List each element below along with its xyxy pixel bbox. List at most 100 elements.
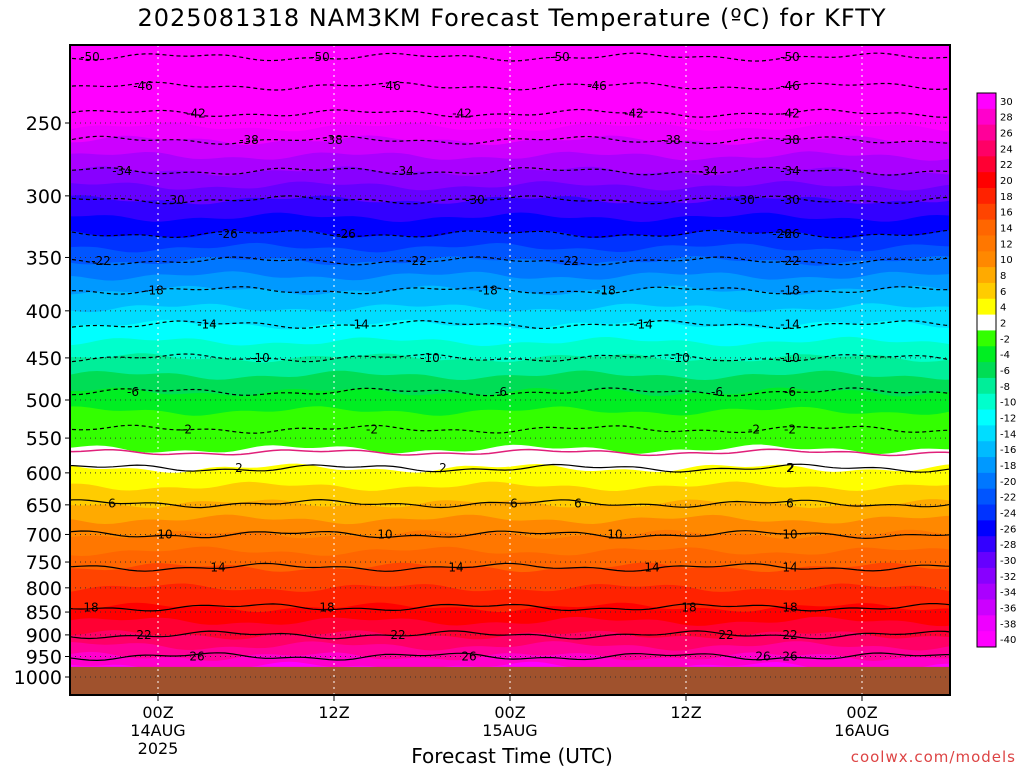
contour-line bbox=[70, 135, 950, 145]
colorbar-swatch bbox=[977, 108, 996, 126]
contour-label: 6 bbox=[786, 497, 794, 511]
colorbar-swatch bbox=[977, 409, 996, 426]
contour-label: 18 bbox=[782, 600, 797, 614]
contour-label: -14 bbox=[349, 318, 369, 332]
contour-label: 10 bbox=[782, 527, 797, 541]
contour-label: 2 bbox=[235, 461, 243, 475]
contour-line bbox=[70, 562, 950, 572]
colorbar-label: 24 bbox=[1000, 144, 1013, 155]
y-tick-label: 650 bbox=[26, 495, 62, 517]
contour-label: -10 bbox=[780, 351, 800, 365]
y-tick-label: 800 bbox=[26, 578, 62, 600]
contour-label: 2 bbox=[786, 461, 794, 475]
contour-label: -46 bbox=[780, 79, 800, 93]
freezing-level-line bbox=[70, 448, 950, 457]
y-tick-label: 350 bbox=[26, 247, 62, 269]
contour-label: -22 bbox=[780, 254, 800, 268]
contour-label: -34 bbox=[780, 164, 800, 178]
contour-label: -46 bbox=[381, 79, 401, 93]
colorbar-label: -36 bbox=[1000, 603, 1016, 614]
contour-label: 22 bbox=[136, 628, 151, 642]
colorbar-swatch bbox=[977, 156, 996, 173]
contour-label: -30 bbox=[735, 193, 755, 207]
contour-label: -34 bbox=[112, 164, 132, 178]
colorbar-label: -22 bbox=[1000, 493, 1016, 504]
colorbar-label: -24 bbox=[1000, 508, 1016, 519]
colorbar-swatch bbox=[977, 251, 996, 268]
colorbar-swatch bbox=[977, 362, 996, 379]
x-tick-label: 12Z bbox=[318, 703, 349, 722]
y-tick-label: 900 bbox=[26, 625, 62, 647]
contour-label: -34 bbox=[394, 164, 414, 178]
colorbar-label: 28 bbox=[1000, 113, 1013, 124]
contour-label: 26 bbox=[782, 650, 797, 664]
x-tick-label: 00Z bbox=[494, 703, 525, 722]
colorbar-swatch bbox=[977, 615, 996, 632]
contour-label: -42 bbox=[780, 106, 800, 120]
contour-label: 14 bbox=[782, 560, 797, 574]
colorbar-label: -8 bbox=[1000, 382, 1010, 393]
contour-line bbox=[70, 498, 950, 509]
contour-label: 2 bbox=[439, 461, 447, 475]
contour-label: -2 bbox=[748, 422, 760, 436]
colorbar-label: -4 bbox=[1000, 350, 1010, 361]
contour-label: -26 bbox=[336, 227, 356, 241]
contour-line bbox=[70, 81, 950, 91]
contour-label: 14 bbox=[644, 560, 659, 574]
colorbar-label: 8 bbox=[1000, 271, 1006, 282]
contour-line bbox=[70, 166, 950, 176]
colorbar-swatch bbox=[977, 472, 996, 490]
contour-label: 6 bbox=[510, 497, 518, 511]
colorbar-label: 22 bbox=[1000, 160, 1013, 171]
contour-label: -42 bbox=[186, 106, 206, 120]
contour-label: -6 bbox=[127, 385, 139, 399]
colorbar-label: -30 bbox=[1000, 556, 1016, 567]
x-tick-label: 16AUG bbox=[834, 721, 889, 740]
y-tick-label: 450 bbox=[26, 348, 62, 370]
x-tick-label: 14AUG bbox=[130, 721, 185, 740]
colorbar-swatch bbox=[977, 93, 996, 110]
contour-label: 18 bbox=[681, 600, 696, 614]
contour-label: -14 bbox=[633, 318, 653, 332]
colorbar-swatch bbox=[977, 140, 996, 157]
contour-label: -18 bbox=[780, 283, 800, 297]
contour-label: -26 bbox=[772, 227, 792, 241]
contour-label: 22 bbox=[718, 628, 733, 642]
y-tick-label: 500 bbox=[26, 390, 62, 412]
colorbar-label: -12 bbox=[1000, 413, 1016, 424]
y-tick-label: 600 bbox=[26, 463, 62, 485]
colorbar-label: 2 bbox=[1000, 319, 1006, 330]
contour-label: 14 bbox=[448, 560, 463, 574]
contour-label: 18 bbox=[319, 600, 334, 614]
colorbar-swatch bbox=[977, 346, 996, 363]
contour-line bbox=[70, 353, 950, 363]
contour-label: -10 bbox=[670, 351, 690, 365]
colorbar-label: 18 bbox=[1000, 192, 1013, 203]
colorbar-swatch bbox=[977, 425, 996, 442]
credit-text: coolwx.com/models bbox=[850, 748, 1016, 766]
contour-label: -22 bbox=[91, 254, 111, 268]
colorbar-swatch bbox=[977, 536, 996, 553]
colorbar-label: 6 bbox=[1000, 287, 1006, 298]
contour-label: -26 bbox=[218, 227, 238, 241]
contour-label: -18 bbox=[478, 283, 498, 297]
contour-label: -22 bbox=[559, 254, 579, 268]
y-tick-label: 750 bbox=[26, 552, 62, 574]
colorbar-label: 30 bbox=[1000, 97, 1013, 108]
x-tick-label: 00Z bbox=[142, 703, 173, 722]
colorbar-swatch bbox=[977, 457, 996, 474]
chart-title: 2025081318 NAM3KM Forecast Temperature (… bbox=[137, 4, 887, 32]
contour-label: 26 bbox=[755, 650, 770, 664]
contour-line bbox=[70, 630, 950, 640]
contour-label: -10 bbox=[420, 351, 440, 365]
y-tick-label: 700 bbox=[26, 524, 62, 546]
colorbar-label: -28 bbox=[1000, 540, 1016, 551]
contour-label: -18 bbox=[596, 283, 616, 297]
colorbar-label: -34 bbox=[1000, 588, 1016, 599]
y-tick-label: 1000 bbox=[14, 667, 62, 689]
contour-label: -18 bbox=[144, 283, 164, 297]
contour-line bbox=[70, 229, 950, 239]
colorbar-swatch bbox=[977, 441, 996, 458]
contour-label: 6 bbox=[108, 497, 116, 511]
